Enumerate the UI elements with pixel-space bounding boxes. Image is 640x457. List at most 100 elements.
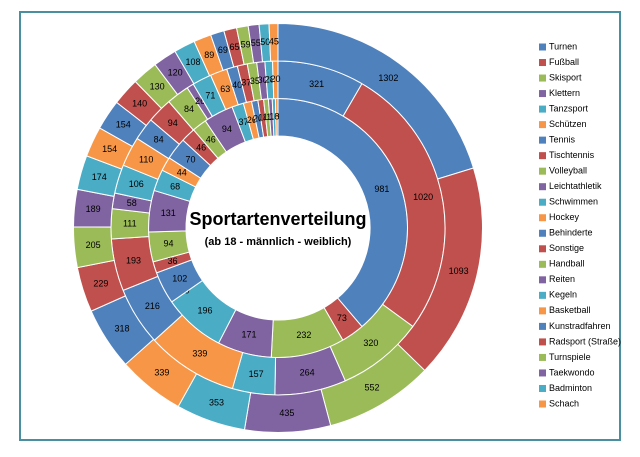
legend-label: Hockey [549,212,580,222]
legend-label: Volleyball [549,166,587,176]
data-label: 339 [192,348,207,358]
data-label: 94 [168,118,178,128]
data-label: 232 [296,330,311,340]
data-label: 339 [154,367,169,377]
data-label: 68 [170,181,180,191]
data-label: 40 [232,80,242,90]
data-label: 120 [168,68,183,78]
legend-label: Behinderte [549,228,593,238]
legend-label: Handball [549,259,585,269]
chart-title: Sportartenverteilung [189,209,366,229]
rings: 9817323217119601023694131684470464694372… [73,22,483,433]
legend-swatch [539,136,546,144]
chart-subtitle: (ab 18 - männlich - weiblich) [205,236,352,248]
data-label: 50 [260,37,270,47]
legend-swatch [539,384,546,392]
legend-label: Taekwondo [549,367,595,377]
data-label: 264 [300,368,315,378]
legend-label: Fußball [549,57,579,67]
data-label: 84 [154,134,164,144]
legend-swatch [539,90,546,98]
data-label: 37 [239,117,249,127]
legend-label: Klettern [549,88,580,98]
data-label: 55 [251,38,261,48]
data-label: 174 [92,172,107,182]
donut-segment [268,22,279,62]
data-label: 15 [263,112,273,122]
data-label: 171 [242,329,257,339]
legend-swatch [539,167,546,175]
data-label: 89 [204,50,214,60]
data-label: 1093 [449,266,469,276]
data-label: 71 [205,90,215,100]
data-label: 110 [139,154,153,164]
legend-swatch [539,105,546,113]
legend-swatch [539,214,546,222]
legend-label: Sonstige [549,243,584,253]
legend-label: Leichtathletik [549,181,602,191]
data-label: 154 [102,144,117,154]
legend-label: Turnspiele [549,352,591,362]
data-label: 70 [185,155,195,165]
data-label: 8 [274,112,279,122]
data-label: 154 [116,120,131,130]
data-label: 131 [161,208,176,218]
data-label: 229 [93,278,108,288]
legend-label: Kegeln [549,290,577,300]
data-label: 26 [195,96,205,106]
legend-swatch [539,183,546,191]
data-label: 102 [172,274,187,284]
data-label: 65 [230,42,240,52]
data-label: 981 [374,184,389,194]
data-label: 318 [115,323,130,333]
data-label: 140 [132,98,147,108]
legend-swatch [539,400,546,408]
legend-swatch [539,152,546,160]
data-label: 106 [129,179,144,189]
data-label: 321 [309,79,324,89]
data-label: 111 [123,219,137,229]
data-label: 45 [269,37,279,47]
data-label: 320 [363,338,378,348]
data-label: 1302 [378,73,398,83]
data-label: 69 [218,45,228,55]
legend-label: Tanzsport [549,103,589,113]
data-label: 196 [197,306,212,316]
legend-label: Tischtennis [549,150,595,160]
legend-label: Tennis [549,135,576,145]
data-label: 94 [163,239,173,249]
data-label: 28 [265,74,275,84]
data-label: 130 [150,81,165,91]
legend-label: Basketball [549,305,591,315]
legend-swatch [539,260,546,268]
legend-swatch [539,307,546,315]
legend-swatch [539,43,546,51]
data-label: 1020 [413,192,433,202]
data-label: 157 [249,369,264,379]
data-label: 193 [126,255,141,265]
data-label: 94 [222,124,232,134]
data-label: 353 [209,398,224,408]
data-label: 189 [86,204,101,214]
data-label: 26 [247,115,257,125]
data-label: 108 [186,57,201,67]
legend-label: Schach [549,398,579,408]
legend-swatch [539,353,546,361]
data-label: 37 [241,78,251,88]
legend-swatch [539,276,546,284]
legend-swatch [539,245,546,253]
legend-swatch [539,74,546,82]
data-label: 205 [86,240,101,250]
data-label: 36 [167,256,177,266]
data-label: 44 [177,168,187,178]
data-label: 12 [266,112,276,122]
legend-label: Badminton [549,383,592,393]
legend-label: Skisport [549,72,582,82]
data-label: 58 [127,198,137,208]
legend-swatch [539,291,546,299]
data-label: 216 [145,301,160,311]
legend-swatch [539,59,546,67]
data-label: 59 [241,39,251,49]
legend-swatch [539,229,546,237]
